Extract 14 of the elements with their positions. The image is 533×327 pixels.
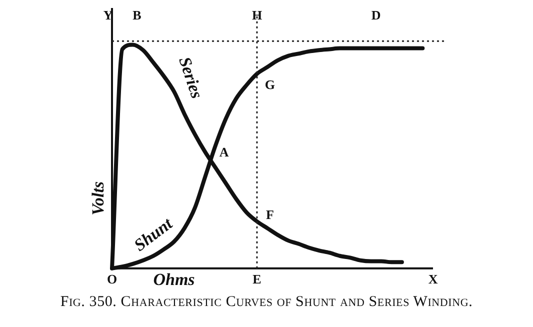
annotation: G [264,77,276,92]
annotation: A [219,144,230,160]
x-tick-label: O [106,272,118,287]
y-axis-title: Volts [88,181,108,216]
text: B [132,7,142,22]
annotation: F [266,206,274,222]
x-tick-label: X [428,272,438,287]
text: D [371,7,381,22]
text: Series [175,54,207,102]
text: Fig. 350. Characteristic Curves of Shunt and Series Winding. [59,294,474,311]
x-axis-title: Ohms [153,270,196,289]
text: Y [103,7,114,22]
text: H [252,7,262,22]
x-tick-label: E [252,272,262,287]
